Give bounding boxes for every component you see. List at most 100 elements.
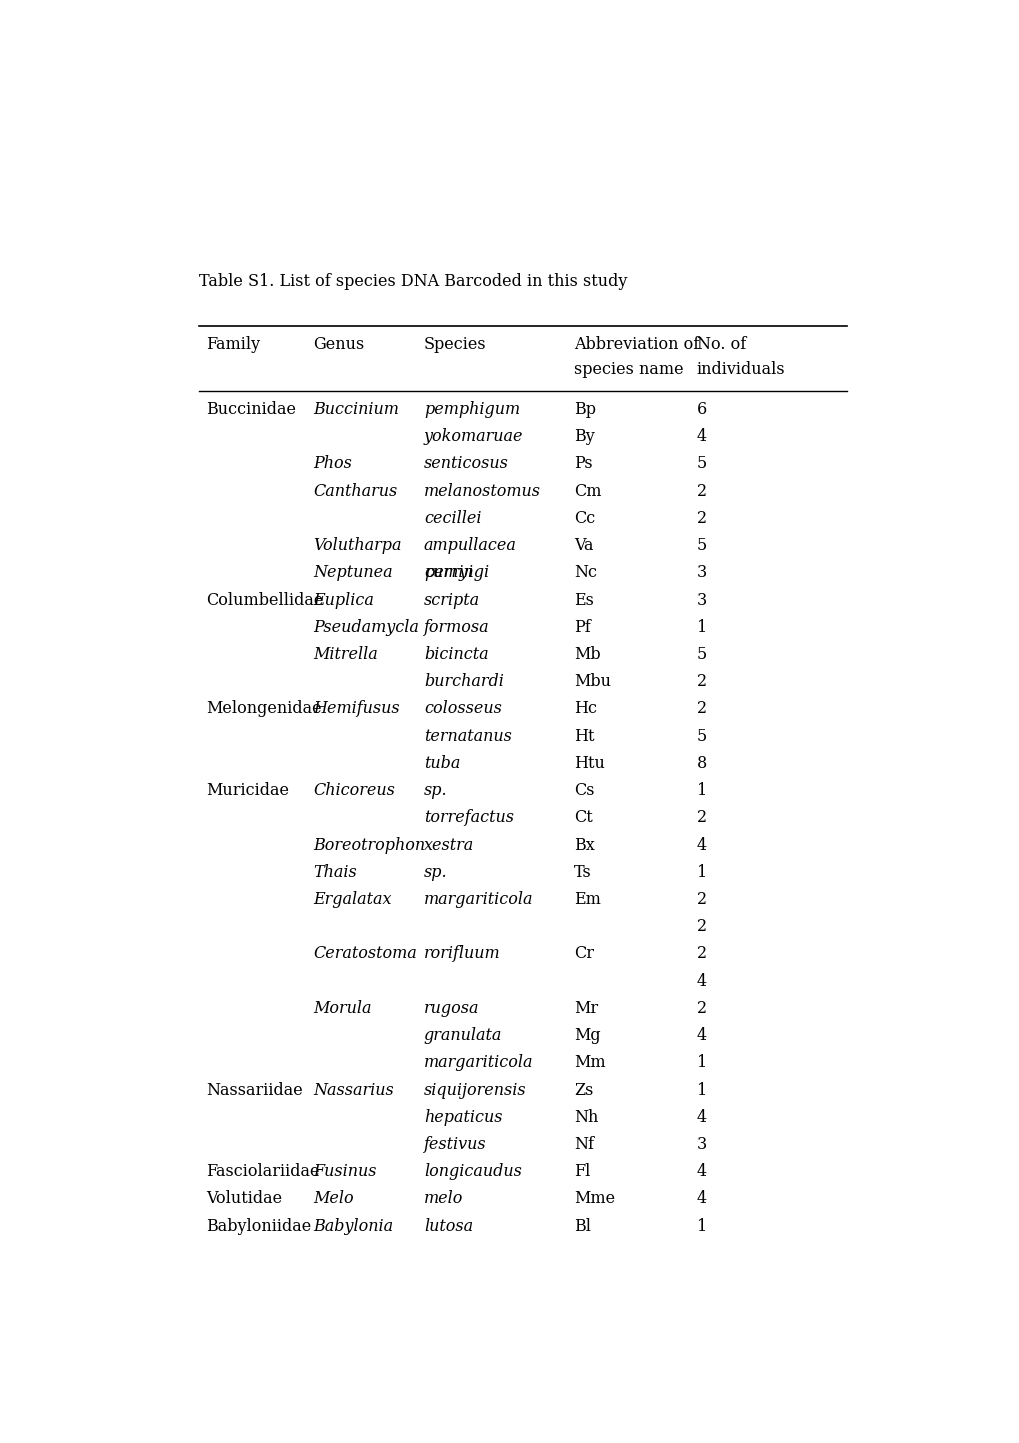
Text: scripta: scripta [424,592,480,609]
Text: sp.: sp. [424,864,447,880]
Text: rorifluum: rorifluum [424,945,500,962]
Text: Species: Species [424,336,486,354]
Text: ternatanus: ternatanus [424,727,512,745]
Text: 2: 2 [696,945,706,962]
Text: Mr: Mr [574,1000,598,1017]
Text: festivus: festivus [424,1136,486,1153]
Text: 2: 2 [696,890,706,908]
Text: Pf: Pf [574,619,590,636]
Text: Morula: Morula [313,1000,371,1017]
Text: Ht: Ht [574,727,594,745]
Text: Cs: Cs [574,782,594,799]
Text: Phos: Phos [313,456,352,472]
Text: bicincta: bicincta [424,646,488,662]
Text: Mm: Mm [574,1055,605,1071]
Text: Cantharus: Cantharus [313,482,397,499]
Text: Fusinus: Fusinus [313,1163,376,1180]
Text: Buccinidae: Buccinidae [206,401,297,418]
Text: 1: 1 [696,864,706,880]
Text: Ceratostoma: Ceratostoma [313,945,417,962]
Text: 8: 8 [696,755,706,772]
Text: senticosus: senticosus [424,456,508,472]
Text: Family: Family [206,336,261,354]
Text: 2: 2 [696,810,706,827]
Text: 5: 5 [696,456,706,472]
Text: Nassarius: Nassarius [313,1081,393,1098]
Text: Abbreviation of: Abbreviation of [574,336,699,354]
Text: Es: Es [574,592,593,609]
Text: Hc: Hc [574,700,596,717]
Text: 2: 2 [696,700,706,717]
Text: Melo: Melo [313,1190,354,1208]
Text: margariticola: margariticola [424,890,533,908]
Text: Htu: Htu [574,755,604,772]
Text: Bl: Bl [574,1218,591,1235]
Text: Babyloniidae: Babyloniidae [206,1218,312,1235]
Text: yokomaruae: yokomaruae [424,429,523,446]
Text: Columbellidae: Columbellidae [206,592,324,609]
Text: 5: 5 [696,537,706,554]
Text: Euplica: Euplica [313,592,374,609]
Text: 4: 4 [696,1027,706,1045]
Text: Buccinium: Buccinium [313,401,398,418]
Text: 3: 3 [696,592,706,609]
Text: Ps: Ps [574,456,592,472]
Text: 1: 1 [696,1081,706,1098]
Text: granulata: granulata [424,1027,501,1045]
Text: Mg: Mg [574,1027,600,1045]
Text: Ts: Ts [574,864,591,880]
Text: Chicoreus: Chicoreus [313,782,394,799]
Text: cumingi: cumingi [424,564,488,582]
Text: siquijorensis: siquijorensis [424,1081,526,1098]
Text: burchardi: burchardi [424,674,503,690]
Text: 4: 4 [696,1108,706,1126]
Text: longicaudus: longicaudus [424,1163,522,1180]
Text: hepaticus: hepaticus [424,1108,502,1126]
Text: sp.: sp. [424,782,447,799]
Text: perryi: perryi [424,564,473,582]
Text: individuals: individuals [696,361,785,378]
Text: xestra: xestra [424,837,474,853]
Text: Mb: Mb [574,646,600,662]
Text: Thais: Thais [313,864,357,880]
Text: rugosa: rugosa [424,1000,479,1017]
Text: Ct: Ct [574,810,592,827]
Text: 1: 1 [696,619,706,636]
Text: lutosa: lutosa [424,1218,473,1235]
Text: 4: 4 [696,1190,706,1208]
Text: Nc: Nc [574,564,596,582]
Text: cecillei: cecillei [424,509,481,527]
Text: By: By [574,429,594,446]
Text: torrefactus: torrefactus [424,810,514,827]
Text: 5: 5 [696,646,706,662]
Text: Babylonia: Babylonia [313,1218,393,1235]
Text: Va: Va [574,537,593,554]
Text: 2: 2 [696,674,706,690]
Text: Volutharpa: Volutharpa [313,537,401,554]
Text: 3: 3 [696,564,706,582]
Text: Em: Em [574,890,600,908]
Text: Zs: Zs [574,1081,593,1098]
Text: Mbu: Mbu [574,674,610,690]
Text: 1: 1 [696,1055,706,1071]
Text: 4: 4 [696,429,706,446]
Text: 4: 4 [696,973,706,990]
Text: pemphigum: pemphigum [424,401,520,418]
Text: 2: 2 [696,482,706,499]
Text: Muricidae: Muricidae [206,782,289,799]
Text: Ergalatax: Ergalatax [313,890,391,908]
Text: 4: 4 [696,837,706,853]
Text: 2: 2 [696,509,706,527]
Text: Table S1. List of species DNA Barcoded in this study: Table S1. List of species DNA Barcoded i… [199,273,627,290]
Text: ampullacea: ampullacea [424,537,517,554]
Text: No. of: No. of [696,336,745,354]
Text: Neptunea: Neptunea [313,564,392,582]
Text: Nassariidae: Nassariidae [206,1081,303,1098]
Text: 5: 5 [696,727,706,745]
Text: Pseudamycla: Pseudamycla [313,619,419,636]
Text: 3: 3 [696,1136,706,1153]
Text: Bx: Bx [574,837,594,853]
Text: Cm: Cm [574,482,601,499]
Text: Fasciolariidae: Fasciolariidae [206,1163,320,1180]
Text: Nf: Nf [574,1136,593,1153]
